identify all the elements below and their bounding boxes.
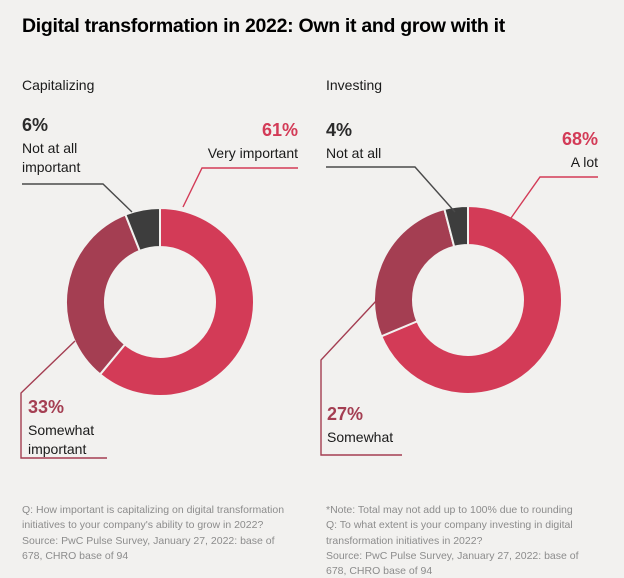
donut-chart-capitalizing bbox=[65, 206, 255, 397]
leader-line-somewhat-important bbox=[20, 340, 107, 459]
donut-slice-somewhat bbox=[373, 207, 456, 338]
chart-subtitle-investing: Investing bbox=[326, 77, 383, 93]
leader-line-a-lot bbox=[510, 176, 598, 219]
donut-slice-not-at-all bbox=[443, 204, 469, 248]
callout-pct: 33% bbox=[28, 397, 65, 417]
footnote-capitalizing: Q: How important is capitalizing on digi… bbox=[22, 504, 285, 562]
callout-pct: 6% bbox=[22, 115, 49, 135]
callout-not-at-all: 4% Not at all bbox=[326, 120, 381, 163]
donut-slice-very-important bbox=[98, 206, 255, 397]
callout-text: Somewhat important bbox=[28, 422, 95, 457]
callout-pct: 68% bbox=[561, 129, 598, 149]
callout-not-at-all-important: 6% Not at all important bbox=[22, 115, 80, 176]
callout-text: A lot bbox=[570, 154, 598, 170]
callout-text: Somewhat bbox=[327, 429, 394, 445]
footnote-investing: *Note: Total may not add up to 100% due … bbox=[326, 504, 579, 578]
callout-somewhat: 27% Somewhat bbox=[327, 404, 393, 447]
callout-somewhat-important: 33% Somewhat important bbox=[28, 397, 94, 458]
callout-pct: 4% bbox=[326, 120, 353, 140]
callout-pct: 27% bbox=[327, 404, 364, 424]
callout-text: Not at all important bbox=[22, 140, 81, 175]
donut-chart-investing bbox=[373, 204, 563, 395]
callout-pct: 61% bbox=[261, 120, 298, 140]
callout-text: Not at all bbox=[326, 145, 382, 161]
donut-slice-not-at-all-important bbox=[124, 206, 161, 253]
leader-line-somewhat bbox=[320, 299, 402, 456]
chart-subtitle-capitalizing: Capitalizing bbox=[22, 77, 95, 93]
leader-line-not-at-all-important bbox=[22, 183, 133, 213]
page-title: Digital transformation in 2022: Own it a… bbox=[22, 15, 505, 37]
callout-very-important: 61% Very important bbox=[208, 120, 298, 163]
donut-slice-somewhat-important bbox=[65, 213, 142, 376]
callout-a-lot: 68% A lot bbox=[562, 129, 598, 172]
leader-line-very-important bbox=[182, 167, 298, 208]
donut-slice-a-lot bbox=[379, 204, 563, 395]
callout-text: Very important bbox=[207, 145, 298, 161]
leader-line-not-at-all bbox=[326, 166, 456, 213]
